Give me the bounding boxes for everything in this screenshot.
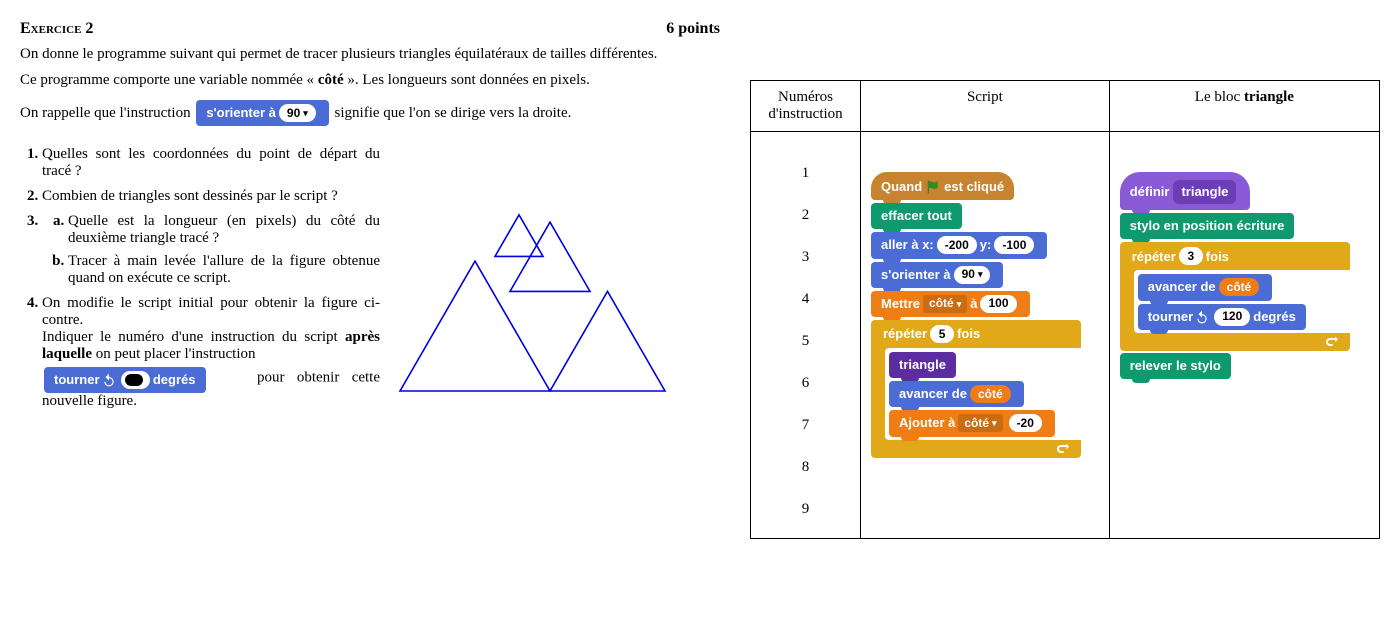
intro-p1: On donne le programme suivant qui permet… xyxy=(20,44,720,64)
mask-icon xyxy=(125,374,143,386)
define-triangle: définir triangle xyxy=(1120,172,1251,210)
questions-text: Quelles sont les coordonnées du point de… xyxy=(20,136,380,418)
triangle-stack: définir triangle stylo en position écrit… xyxy=(1120,170,1369,380)
loop-arrow-icon xyxy=(1053,441,1073,457)
q3: Quelle est la longueur (en pixels) du cô… xyxy=(42,213,380,287)
goto-xy: aller à x: -200 y: -100 xyxy=(871,232,1047,258)
triangle-shape xyxy=(495,214,543,256)
instruction-number: 4 xyxy=(761,278,850,320)
pen-down: stylo en position écriture xyxy=(1120,213,1295,239)
script-stack: Quand est cliqué effacer tout aller à x:… xyxy=(871,170,1099,458)
instruction-number: 6 xyxy=(761,362,850,404)
clear-all: effacer tout xyxy=(871,203,962,229)
instruction-number: 8 xyxy=(761,446,850,488)
triangle-shape xyxy=(400,261,550,391)
q2: Combien de triangles sont dessinés par l… xyxy=(42,188,380,205)
turn-value: 60 xyxy=(121,371,150,389)
orient-value: 90▾ xyxy=(279,104,316,122)
rotate-ccw-icon xyxy=(1195,310,1209,324)
orient-block: s'orienter à 90▾ xyxy=(871,262,1003,288)
rotate-ccw-icon xyxy=(102,373,116,387)
flag-icon xyxy=(924,179,942,195)
page: Exercice 2 6 points On donne le programm… xyxy=(20,20,1380,539)
loop-arrow-icon xyxy=(1322,334,1342,350)
th-numeros: Numéros d'instruction xyxy=(751,81,861,132)
triangle-shape xyxy=(550,291,665,391)
q4: On modifie le script initial pour obteni… xyxy=(42,295,380,410)
script-cell: Quand est cliqué effacer tout aller à x:… xyxy=(861,132,1110,539)
set-cote: Mettre côté▾ à 100 xyxy=(871,291,1030,317)
figure-area xyxy=(390,136,720,421)
orient-block-inline: s'orienter à 90▾ xyxy=(196,100,328,126)
exercise-title: Exercice 2 xyxy=(20,20,93,38)
questions-wrap: Quelles sont les coordonnées du point de… xyxy=(20,136,720,421)
when-flag-clicked: Quand est cliqué xyxy=(871,172,1014,200)
instruction-number: 7 xyxy=(761,404,850,446)
th-bloc: Le bloc triangle xyxy=(1109,81,1379,132)
left-column: Exercice 2 6 points On donne le programm… xyxy=(20,20,720,539)
q3b: Tracer à main levée l'allure de la figur… xyxy=(68,253,380,287)
instruction-number: 2 xyxy=(761,194,850,236)
add-to-cote: Ajouter à côté▾ -20 xyxy=(889,410,1055,436)
turn-120: tourner degrés 120 xyxy=(1138,304,1306,330)
instruction-number: 9 xyxy=(761,488,850,530)
instruction-number: 5 xyxy=(761,320,850,362)
repeat-3: répéter 3 fois avancer de côté xyxy=(1120,242,1350,350)
triangles-figure xyxy=(390,136,690,416)
code-table: Numéros d'instruction Script Le bloc tri… xyxy=(750,80,1380,539)
move-cote: avancer de côté xyxy=(889,381,1024,407)
instruction-number: 1 xyxy=(761,152,850,194)
intro-p2: Ce programme comporte une variable nommé… xyxy=(20,70,720,90)
turn-block-inline: tourner degrés 60 xyxy=(44,367,206,393)
instruction-numbers: 123456789 xyxy=(751,132,861,539)
triangle-def-cell: définir triangle stylo en position écrit… xyxy=(1109,132,1379,539)
right-column: Numéros d'instruction Script Le bloc tri… xyxy=(750,20,1380,539)
q3a: Quelle est la longueur (en pixels) du cô… xyxy=(68,213,380,247)
instruction-number: 3 xyxy=(761,236,850,278)
intro-p3: On rappelle que l'instruction s'orienter… xyxy=(20,97,720,130)
points-label: 6 points xyxy=(666,20,720,38)
pen-up: relever le stylo xyxy=(1120,353,1231,379)
exercise-header: Exercice 2 6 points xyxy=(20,20,720,38)
repeat-5: répéter 5 fois triangle avancer de côté xyxy=(871,320,1081,458)
th-script: Script xyxy=(861,81,1110,132)
call-triangle: triangle xyxy=(889,352,956,378)
q1: Quelles sont les coordonnées du point de… xyxy=(42,146,380,180)
move-cote-def: avancer de côté xyxy=(1138,274,1273,300)
questions-list: Quelles sont les coordonnées du point de… xyxy=(20,146,380,410)
